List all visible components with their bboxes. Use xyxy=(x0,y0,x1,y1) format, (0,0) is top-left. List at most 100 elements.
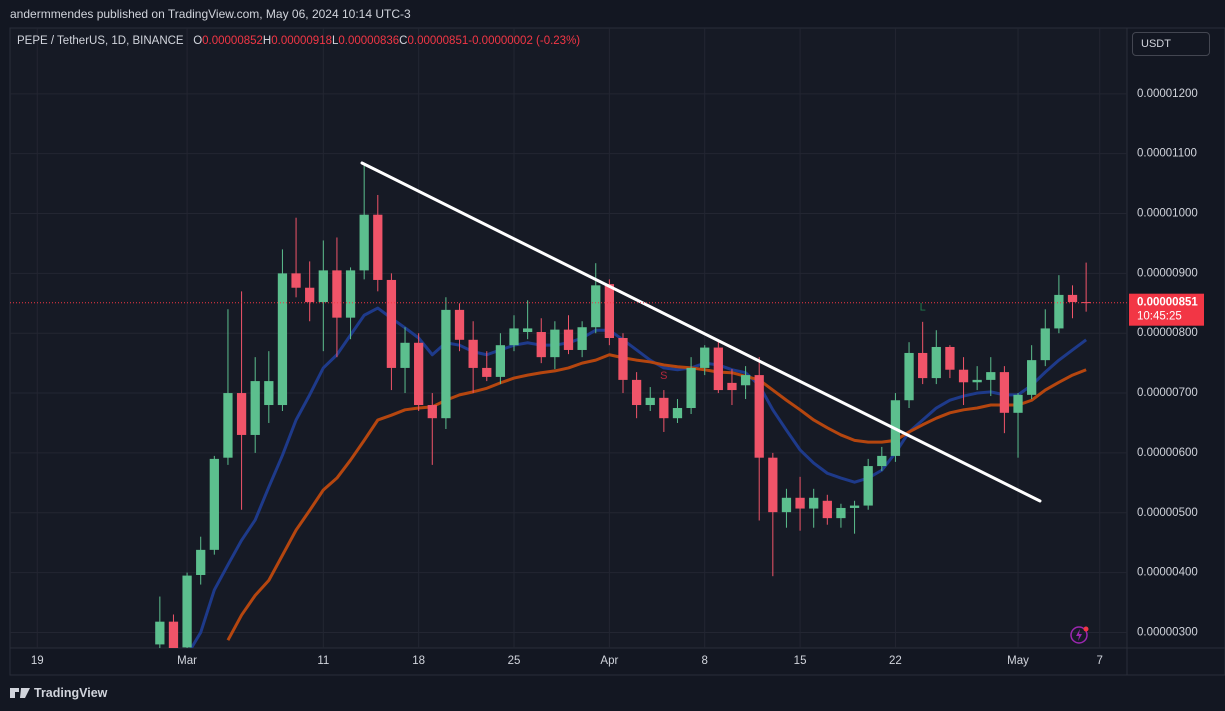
x-tick-label: 22 xyxy=(889,655,902,667)
candle-body xyxy=(523,328,533,333)
candle-body xyxy=(1067,294,1078,303)
candle-body xyxy=(618,338,628,380)
candle-body xyxy=(591,285,601,328)
ohlc-value: 0.00000851 xyxy=(407,35,469,47)
candle-body xyxy=(1081,302,1091,304)
candle-body xyxy=(250,381,260,435)
signal-label: S xyxy=(660,370,667,382)
candle-body xyxy=(468,339,478,368)
candle-body xyxy=(359,214,369,271)
countdown: 10:45:25 xyxy=(1137,311,1182,323)
candle-body xyxy=(631,379,642,406)
ohlc-key: C xyxy=(399,35,408,47)
y-tick-label: 0.00001000 xyxy=(1137,208,1198,220)
currency-button[interactable]: USDT xyxy=(1132,32,1210,56)
candle-body xyxy=(645,397,655,406)
x-tick-label: 19 xyxy=(31,655,44,667)
candle-body xyxy=(1040,328,1050,361)
frame xyxy=(9,27,1225,676)
candle-body xyxy=(713,347,723,391)
candle-body xyxy=(373,214,383,280)
y-tick-label: 0.00000800 xyxy=(1137,327,1198,339)
alert-icon[interactable] xyxy=(1070,626,1089,644)
candle-body xyxy=(986,372,996,380)
candle-body xyxy=(931,346,941,379)
candle-body xyxy=(536,332,546,358)
candle-body xyxy=(277,273,288,406)
y-tick-label: 0.00001200 xyxy=(1137,88,1198,100)
candle-body xyxy=(345,270,356,318)
candle-body xyxy=(686,367,696,409)
candle-body xyxy=(999,372,1010,413)
candle-body xyxy=(196,549,206,575)
x-tick-label: 8 xyxy=(702,655,708,667)
candle-body xyxy=(318,270,328,303)
candle-body xyxy=(958,369,969,383)
change: -0.00000002 (-0.23%) xyxy=(468,35,581,47)
candle-body xyxy=(155,621,165,645)
candle-body xyxy=(236,393,247,435)
x-tick-label: 18 xyxy=(412,655,425,667)
candle-body xyxy=(168,621,179,648)
y-tick-label: 0.00000300 xyxy=(1137,626,1198,638)
candle-body xyxy=(577,327,587,350)
last-price-label: 0.00000851 xyxy=(1137,297,1198,309)
tradingview-logo xyxy=(10,688,30,698)
candle-body xyxy=(264,381,274,406)
ohlc-key: H xyxy=(262,35,272,47)
ohlc-value: 0.00000852 xyxy=(202,35,263,47)
trend-line xyxy=(360,161,1042,503)
candle-body xyxy=(754,375,764,458)
candle-body xyxy=(849,505,860,508)
candle-body xyxy=(659,397,669,419)
candle-body xyxy=(740,375,751,386)
candle-body xyxy=(400,342,410,368)
candle-body xyxy=(945,346,955,370)
x-tick-label: May xyxy=(1007,655,1029,667)
candle-body xyxy=(563,329,574,350)
x-tick-label: Apr xyxy=(600,655,618,667)
symbol-legend: PEPE / TetherUS, 1D, BINANCE O0.00000852… xyxy=(17,35,580,47)
candle-body xyxy=(427,405,437,419)
candle-body xyxy=(795,497,805,509)
candle-body xyxy=(1054,294,1064,329)
candle-body xyxy=(550,329,560,358)
y-tick-label: 0.00000700 xyxy=(1137,387,1198,399)
series-line xyxy=(226,353,1087,641)
candle-body xyxy=(454,309,465,340)
candle-body xyxy=(672,408,683,419)
candle-body xyxy=(182,575,192,648)
ohlc-key: L xyxy=(332,35,339,47)
candle-body xyxy=(863,466,873,506)
candle-body xyxy=(509,328,519,346)
candle-body xyxy=(809,497,819,509)
publisher: andermmendes published on TradingView.co… xyxy=(10,7,411,21)
candle-body xyxy=(414,342,424,406)
candle-body xyxy=(727,382,737,391)
candle-body xyxy=(822,500,832,519)
candle-body xyxy=(1027,360,1037,395)
x-tick-label: Mar xyxy=(177,655,197,667)
ohlc-value: 0.00000836 xyxy=(338,35,400,47)
last-price-box xyxy=(1129,293,1204,326)
candle-body xyxy=(972,379,982,383)
candle-body xyxy=(604,284,614,338)
candle-body xyxy=(768,457,778,513)
candle-body xyxy=(482,367,492,377)
x-tick-label: 11 xyxy=(317,655,329,667)
candle-body xyxy=(305,287,315,303)
candle-body xyxy=(836,507,846,519)
candle-body xyxy=(332,270,342,318)
candle-body xyxy=(495,345,506,377)
candle-body xyxy=(1013,394,1023,413)
y-tick-label: 0.00001100 xyxy=(1137,148,1197,160)
y-tick-label: 0.00000600 xyxy=(1137,447,1198,459)
signal-label: L xyxy=(920,302,926,314)
candle-body xyxy=(441,309,451,419)
candle-body xyxy=(291,273,301,288)
ohlc-key: O xyxy=(193,35,203,47)
candle-body xyxy=(386,279,397,368)
candle-body xyxy=(877,455,887,467)
candle-body xyxy=(781,497,792,513)
